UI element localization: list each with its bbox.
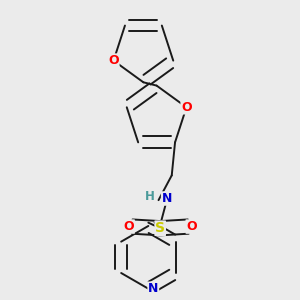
Text: S: S bbox=[155, 221, 165, 235]
Text: H: H bbox=[145, 190, 155, 203]
Text: O: O bbox=[124, 220, 134, 233]
Text: N: N bbox=[162, 192, 172, 205]
Text: O: O bbox=[181, 101, 192, 114]
Text: O: O bbox=[108, 54, 119, 67]
Text: N: N bbox=[148, 282, 158, 295]
Text: O: O bbox=[186, 220, 197, 233]
